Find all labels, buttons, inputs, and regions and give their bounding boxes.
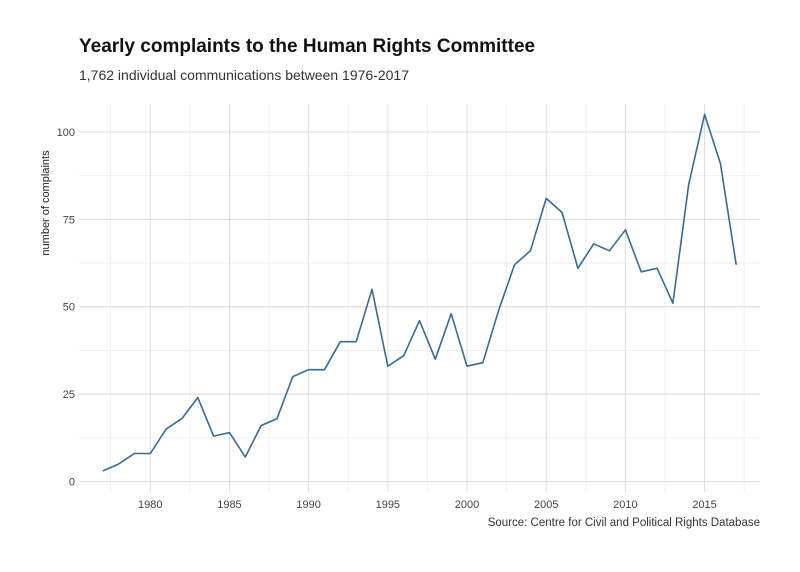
x-tick-label: 2005 xyxy=(534,499,558,511)
chart-caption: Source: Centre for Civil and Political R… xyxy=(487,517,760,529)
x-tick-label: 2000 xyxy=(455,499,479,511)
y-axis-label: number of complaints xyxy=(40,150,52,256)
x-tick-label: 2010 xyxy=(613,499,637,511)
y-tick-label: 75 xyxy=(63,214,75,226)
x-tick-label: 1995 xyxy=(376,499,400,511)
y-tick-label: 0 xyxy=(69,477,75,489)
grid xyxy=(79,104,760,492)
y-tick-label: 50 xyxy=(63,302,75,314)
y-tick-label: 100 xyxy=(57,127,75,139)
series-line xyxy=(102,113,737,472)
y-tick-label: 25 xyxy=(63,389,75,401)
x-tick-label: 2015 xyxy=(692,499,716,511)
x-tick-label: 1980 xyxy=(138,499,162,511)
x-tick-label: 1985 xyxy=(217,499,241,511)
chart-title: Yearly complaints to the Human Rights Co… xyxy=(79,36,536,57)
x-tick-label: 1990 xyxy=(296,499,320,511)
chart-subtitle: 1,762 individual communications between … xyxy=(79,67,409,83)
tick-labels: 1980 1985 1990 1995 2000 2005 2010 2015 0 25 50 75 1… xyxy=(57,127,717,511)
series xyxy=(102,113,737,472)
